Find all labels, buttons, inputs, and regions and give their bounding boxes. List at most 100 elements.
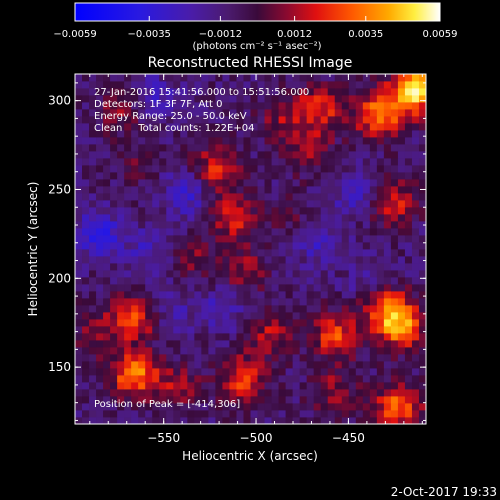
heatmap-cell bbox=[362, 270, 371, 278]
heatmap-cell bbox=[376, 382, 385, 390]
heatmap-cell bbox=[75, 256, 83, 264]
heatmap-cell bbox=[334, 151, 343, 159]
heatmap-cell bbox=[397, 417, 406, 424]
heatmap-cell bbox=[285, 375, 294, 383]
heatmap-cell bbox=[397, 123, 406, 131]
heatmap-cell bbox=[250, 291, 258, 299]
heatmap-cell bbox=[334, 375, 343, 383]
heatmap-cell bbox=[320, 186, 329, 194]
heatmap-cell bbox=[327, 151, 336, 159]
heatmap-cell bbox=[243, 151, 251, 159]
heatmap-cell bbox=[138, 354, 146, 362]
heatmap-cell bbox=[173, 270, 181, 278]
heatmap-cell bbox=[236, 417, 244, 424]
heatmap-cell bbox=[362, 207, 371, 215]
heatmap-cell bbox=[376, 165, 385, 173]
heatmap-cell bbox=[383, 382, 392, 390]
heatmap-cell bbox=[187, 396, 195, 404]
heatmap-cell bbox=[82, 221, 90, 229]
heatmap-cell bbox=[292, 172, 301, 180]
heatmap-cell bbox=[145, 326, 153, 334]
heatmap-cell bbox=[404, 368, 413, 376]
heatmap-cell bbox=[229, 214, 237, 222]
heatmap-cell bbox=[180, 354, 188, 362]
heatmap-cell bbox=[201, 165, 209, 173]
heatmap-cell bbox=[320, 235, 329, 243]
heatmap-cell bbox=[131, 151, 139, 159]
heatmap-cell bbox=[299, 228, 308, 236]
heatmap-cell bbox=[390, 389, 399, 397]
heatmap-cell bbox=[334, 403, 343, 411]
heatmap-cell bbox=[243, 242, 251, 250]
heatmap-cell bbox=[243, 368, 251, 376]
heatmap-cell bbox=[278, 291, 286, 299]
heatmap-cell bbox=[173, 312, 181, 320]
heatmap-cell bbox=[306, 165, 315, 173]
heatmap-cell bbox=[229, 123, 237, 131]
heatmap-cell bbox=[131, 249, 139, 257]
heatmap-cell bbox=[327, 403, 336, 411]
heatmap-cell bbox=[145, 361, 153, 369]
heatmap-cell bbox=[201, 333, 209, 341]
heatmap-cell bbox=[75, 228, 83, 236]
heatmap-cell bbox=[257, 130, 265, 138]
heatmap-cell bbox=[145, 291, 153, 299]
heatmap-cell bbox=[313, 403, 322, 411]
heatmap-cell bbox=[306, 263, 315, 271]
heatmap-cell bbox=[145, 130, 153, 138]
heatmap-cell bbox=[306, 186, 315, 194]
heatmap-cell bbox=[257, 354, 265, 362]
heatmap-cell bbox=[82, 123, 90, 131]
heatmap-cell bbox=[257, 214, 265, 222]
heatmap-cell bbox=[397, 165, 406, 173]
heatmap-cell bbox=[411, 88, 420, 96]
heatmap-cell bbox=[306, 368, 315, 376]
heatmap-cell bbox=[131, 347, 139, 355]
heatmap-cell bbox=[264, 172, 272, 180]
heatmap-cell bbox=[299, 193, 308, 201]
heatmap-cell bbox=[327, 81, 336, 89]
heatmap-cell bbox=[138, 347, 146, 355]
heatmap-cell bbox=[257, 410, 265, 418]
heatmap-cell bbox=[327, 305, 336, 313]
heatmap-cell bbox=[257, 186, 265, 194]
heatmap-cell bbox=[404, 354, 413, 362]
heatmap-cell bbox=[411, 417, 420, 424]
heatmap-cell bbox=[306, 158, 315, 166]
heatmap-cell bbox=[313, 333, 322, 341]
heatmap-cell bbox=[355, 284, 364, 292]
heatmap-cell bbox=[124, 186, 132, 194]
heatmap-cell bbox=[348, 130, 357, 138]
heatmap-cell bbox=[299, 221, 308, 229]
heatmap-cell bbox=[75, 298, 83, 306]
heatmap-cell bbox=[383, 284, 392, 292]
heatmap-cell bbox=[180, 172, 188, 180]
heatmap-cell bbox=[138, 361, 146, 369]
heatmap-cell bbox=[320, 256, 329, 264]
heatmap-cell bbox=[362, 382, 371, 390]
heatmap-cell bbox=[138, 186, 146, 194]
heatmap-cell bbox=[334, 382, 343, 390]
heatmap-cell bbox=[180, 319, 188, 327]
heatmap-cell bbox=[131, 193, 139, 201]
heatmap-cell bbox=[124, 319, 132, 327]
heatmap-cell bbox=[96, 221, 104, 229]
heatmap-cell bbox=[159, 410, 167, 418]
heatmap-cell bbox=[208, 123, 216, 131]
heatmap-cell bbox=[131, 221, 139, 229]
heatmap-cell bbox=[159, 179, 167, 187]
heatmap-cell bbox=[250, 354, 258, 362]
heatmap-cell bbox=[208, 396, 216, 404]
heatmap-cell bbox=[271, 228, 279, 236]
heatmap-cell bbox=[285, 277, 294, 285]
heatmap-cell bbox=[411, 396, 420, 404]
heatmap-cell bbox=[194, 256, 202, 264]
heatmap-cell bbox=[103, 123, 111, 131]
heatmap-cell bbox=[166, 95, 174, 103]
heatmap-cell bbox=[138, 88, 146, 96]
heatmap-cell bbox=[327, 207, 336, 215]
heatmap-cell bbox=[96, 361, 104, 369]
heatmap-cell bbox=[124, 326, 132, 334]
heatmap-cell bbox=[222, 375, 230, 383]
heatmap-cell bbox=[187, 81, 195, 89]
